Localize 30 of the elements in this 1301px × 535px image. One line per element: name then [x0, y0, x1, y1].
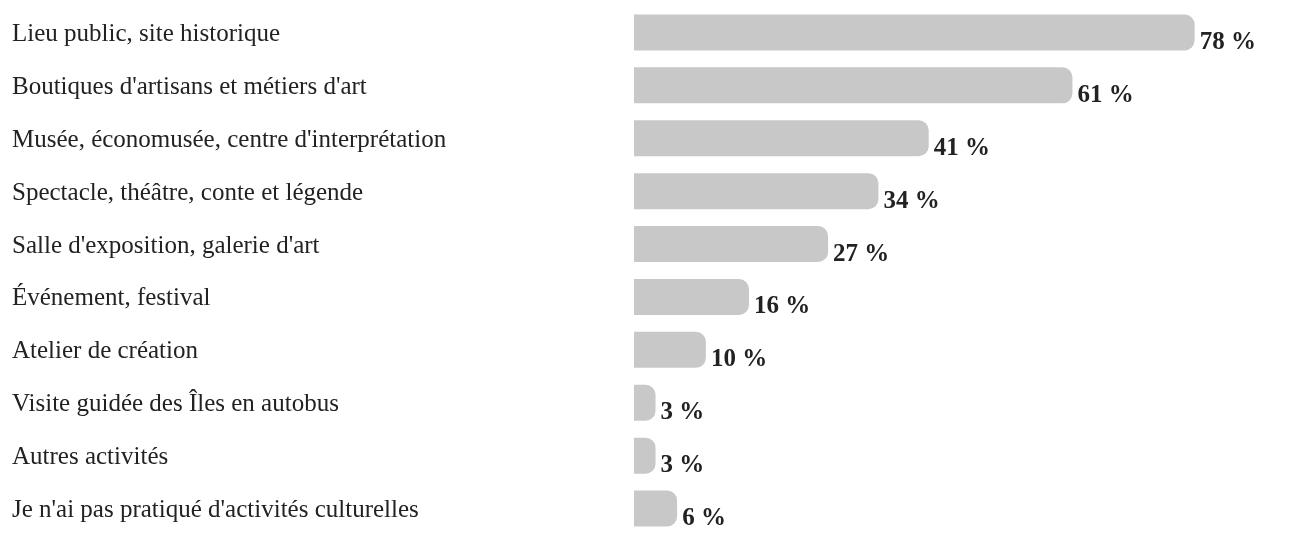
data-label: 61 % [1077, 79, 1134, 107]
y-tick-label: Spectacle, théâtre, conte et légende [12, 177, 364, 205]
data-label: 3 % [660, 397, 705, 425]
bar [634, 173, 879, 210]
bar [634, 14, 1195, 51]
bar [634, 120, 929, 157]
y-tick-label: Événement, festival [12, 283, 211, 311]
bar [634, 278, 749, 315]
y-tick-label: Salle d'exposition, galerie d'art [12, 230, 320, 258]
y-tick-label: Musée, économusée, centre d'interprétation [12, 124, 447, 152]
data-label: 41 % [933, 132, 990, 160]
y-tick-label: Atelier de création [12, 336, 199, 364]
y-tick-label: Visite guidée des Îles en autobus [12, 389, 339, 417]
data-label: 3 % [660, 450, 705, 478]
data-label: 10 % [710, 344, 768, 372]
bar [634, 226, 829, 263]
bar [634, 331, 706, 368]
bar [634, 437, 656, 474]
data-label: 78 % [1199, 26, 1256, 54]
bar [634, 67, 1073, 104]
bar [634, 490, 678, 527]
data-label: 16 % [754, 291, 811, 319]
y-tick-label: Autres activités [12, 442, 169, 470]
data-label: 6 % [682, 503, 726, 531]
bar [634, 384, 656, 421]
y-tick-label: Je n'ai pas pratiqué d'activités culturelles [12, 495, 419, 523]
y-tick-label: Lieu public, site historique [12, 18, 281, 46]
y-tick-label: Boutiques d'artisans et métiers d'art [12, 71, 367, 99]
data-label: 34 % [883, 185, 940, 213]
data-label: 27 % [833, 238, 890, 266]
